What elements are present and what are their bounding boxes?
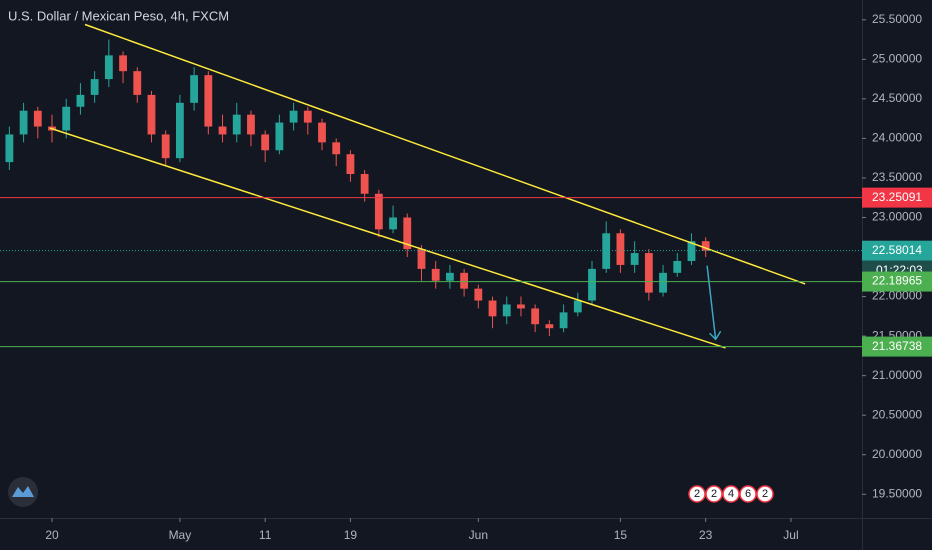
x-tick-label: 11 — [259, 528, 272, 542]
candle-body — [289, 110, 298, 123]
x-tick-label: 23 — [699, 528, 713, 542]
candle-body — [76, 94, 85, 107]
x-tick-label: Jun — [469, 528, 488, 542]
y-tick-label: 25.00000 — [872, 51, 922, 65]
x-tick-label: 20 — [45, 528, 59, 542]
event-badge — [739, 485, 757, 503]
candle-body — [517, 304, 525, 309]
candle-body — [133, 71, 142, 95]
price-label: 22.18965 — [872, 274, 922, 288]
y-tick-label: 20.50000 — [872, 407, 922, 421]
candle-body — [488, 300, 497, 317]
candle-body — [275, 122, 284, 151]
y-tick-label: 19.50000 — [872, 486, 922, 500]
x-tick-label: 19 — [344, 528, 358, 542]
candle-body — [261, 134, 270, 151]
candle-body — [204, 75, 213, 127]
event-badge-label: 2 — [762, 488, 768, 500]
x-tick-label: Jul — [783, 528, 798, 542]
candle-body — [389, 217, 397, 230]
candle-body — [630, 253, 639, 265]
y-tick-label: 25.50000 — [872, 12, 922, 26]
candle-body — [232, 114, 241, 135]
candle-body — [588, 268, 596, 301]
price-label: 21.36738 — [872, 339, 922, 353]
y-tick-label: 22.00000 — [872, 289, 922, 303]
candle-body — [318, 122, 326, 143]
candle-body — [460, 272, 469, 289]
logo — [8, 477, 38, 507]
event-badge-label: 2 — [711, 488, 717, 500]
event-badge-label: 2 — [694, 488, 700, 500]
candle-body — [303, 110, 312, 123]
candle-body — [573, 300, 582, 313]
candle-body — [161, 134, 170, 159]
price-label: 22.58014 — [872, 243, 922, 257]
x-tick-label: 15 — [614, 528, 628, 542]
candle-body — [62, 106, 71, 131]
candle-body — [5, 134, 14, 163]
trend-line — [49, 127, 726, 349]
candle-body — [247, 114, 255, 135]
candle-body — [474, 288, 483, 301]
price-label-box — [862, 336, 932, 357]
candle-body — [673, 260, 682, 273]
event-badge — [722, 485, 740, 503]
candle-body — [90, 79, 99, 95]
event-badge — [705, 485, 723, 503]
candle-body — [644, 253, 653, 293]
candle-body — [119, 55, 127, 72]
candle-body — [19, 110, 28, 135]
price-label-box — [862, 187, 932, 208]
candle-body — [147, 94, 156, 135]
candle-body — [175, 102, 184, 159]
candle-body — [332, 142, 341, 155]
candle-body — [403, 217, 412, 250]
candle-body — [531, 308, 540, 325]
chart-title: U.S. Dollar / Mexican Peso, 4h, FXCM — [8, 8, 229, 23]
candle-body — [218, 126, 227, 135]
y-tick-label: 20.00000 — [872, 447, 922, 461]
candle-body — [360, 173, 369, 194]
arrow — [706, 265, 722, 341]
candle-body — [346, 154, 355, 174]
candle-body — [616, 233, 625, 265]
candle-body — [190, 75, 199, 103]
y-tick-label: 21.00000 — [872, 368, 922, 382]
candle-body — [417, 249, 426, 269]
price-label-box — [862, 271, 932, 292]
price-label: 23.25091 — [872, 190, 922, 204]
candle-body — [104, 55, 113, 80]
candle-body — [33, 110, 42, 127]
y-tick-label: 23.00000 — [872, 210, 922, 224]
event-badge — [756, 485, 774, 503]
candle-body — [374, 193, 383, 230]
candle-body — [431, 268, 440, 281]
candle-body — [545, 324, 554, 329]
candle-body — [687, 241, 696, 261]
event-badge — [688, 485, 706, 503]
trend-line — [84, 23, 806, 285]
y-tick-label: 23.50000 — [872, 170, 922, 184]
event-badge-label: 6 — [745, 488, 751, 500]
candle-body — [559, 312, 568, 329]
candle-body — [701, 241, 710, 251]
y-tick-label: 24.50000 — [872, 91, 922, 105]
candle-body — [659, 272, 667, 293]
x-tick-label: May — [169, 528, 192, 542]
candle-body — [445, 272, 454, 281]
event-badge-label: 4 — [728, 488, 734, 500]
candle-body — [502, 304, 511, 317]
y-tick-label: 24.00000 — [872, 131, 922, 145]
price-label-box — [862, 240, 932, 261]
